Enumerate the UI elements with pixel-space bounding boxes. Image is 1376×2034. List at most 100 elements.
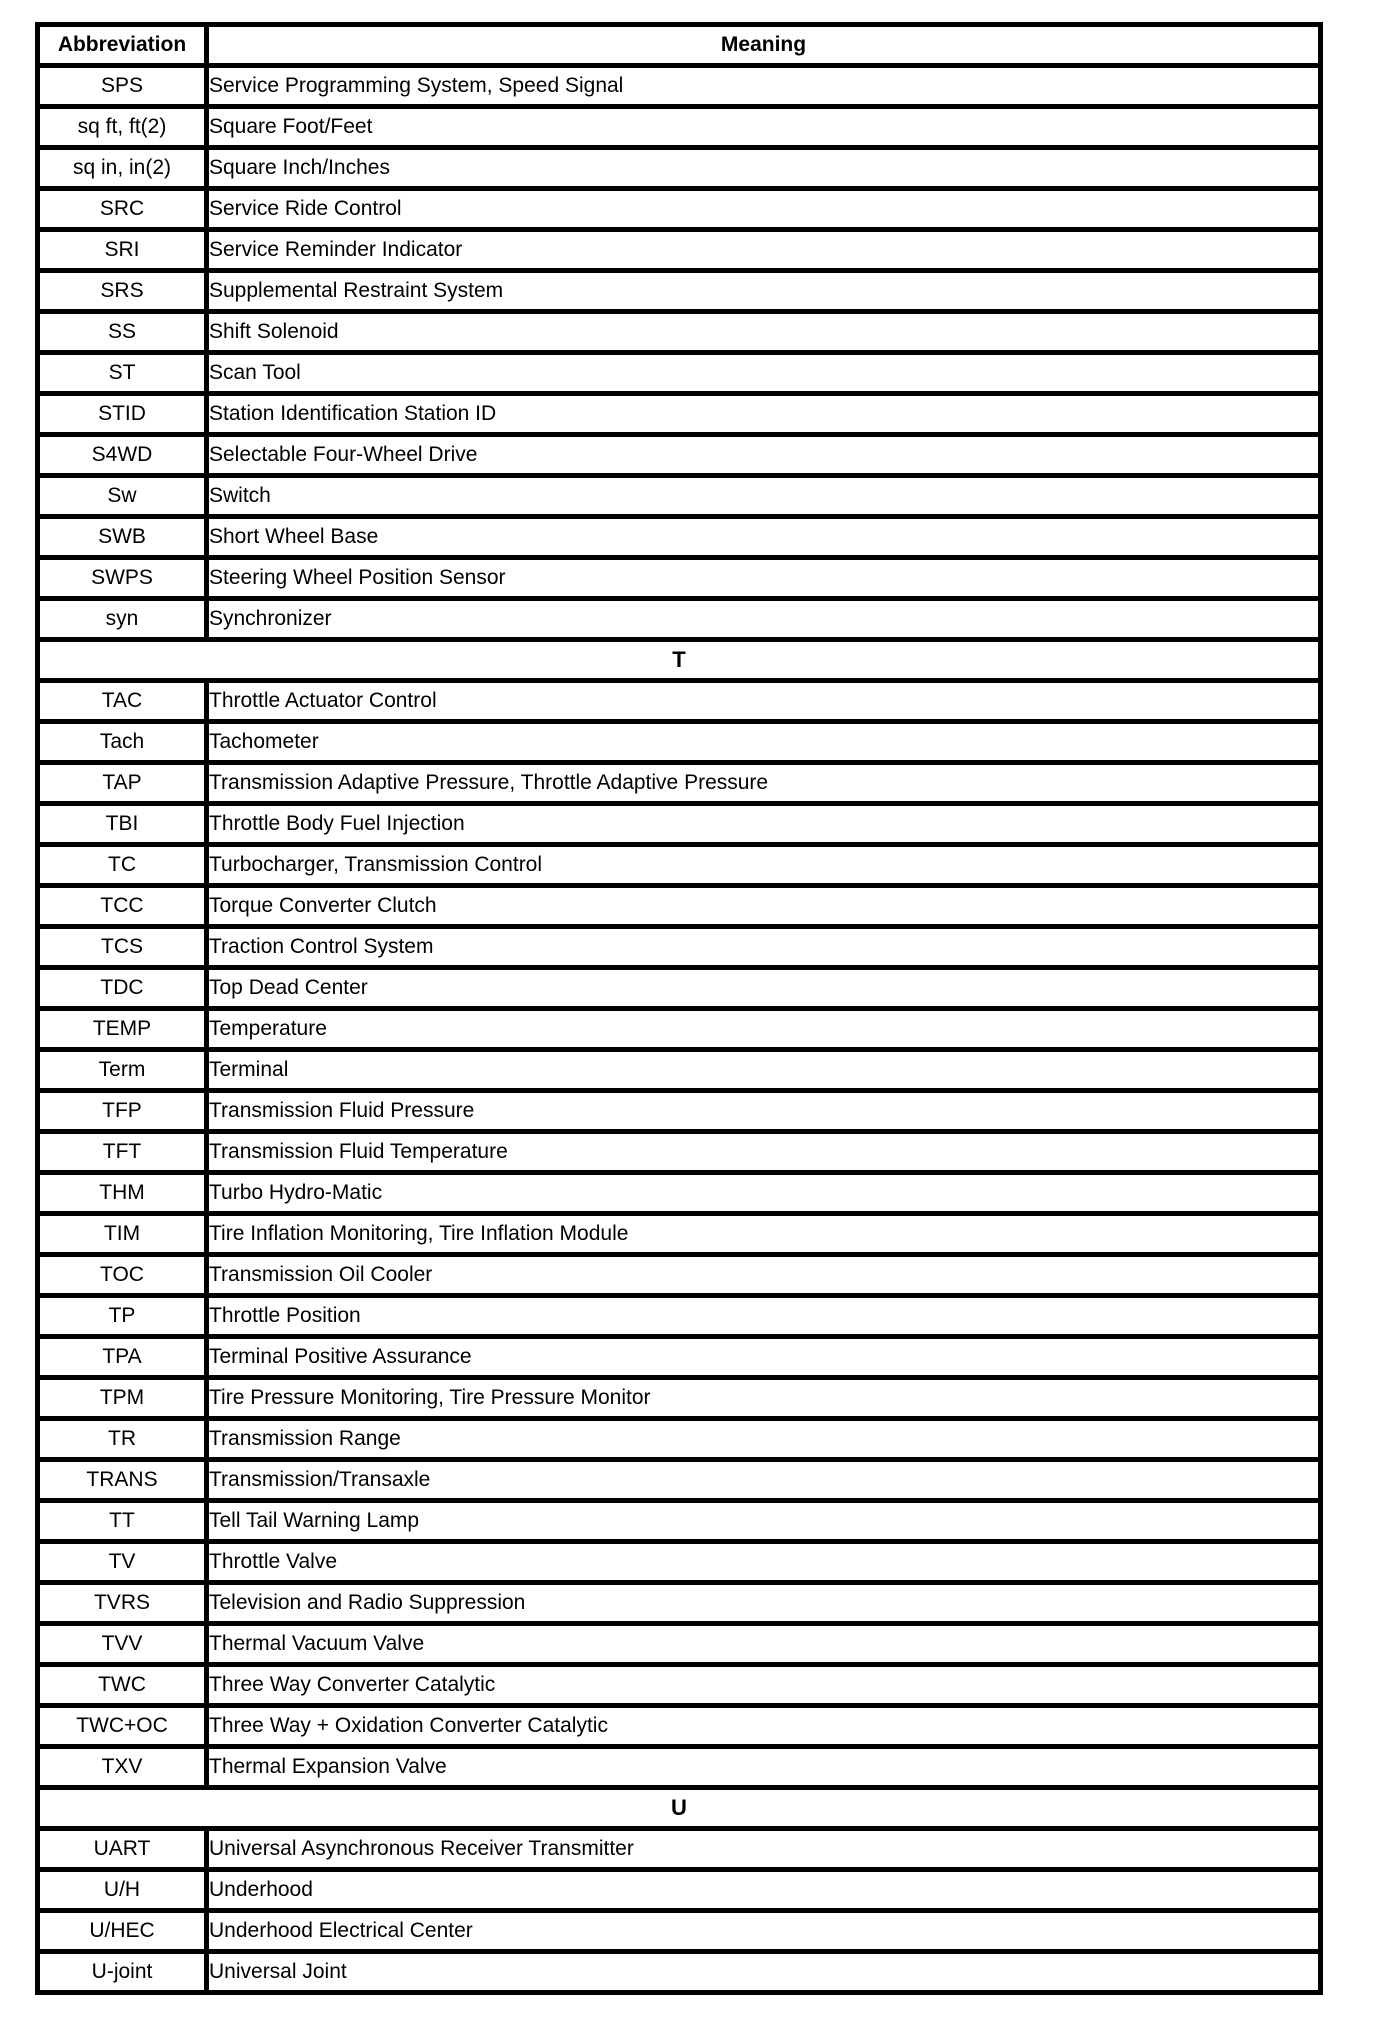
table-row: TXV Thermal Expansion Valve [35, 1744, 1323, 1790]
table-body: SPS Service Programming System, Speed Sig… [35, 63, 1323, 1995]
section-divider-row: T [35, 637, 1323, 683]
meaning-cell: Transmission/Transaxle [204, 1457, 1323, 1503]
meaning-cell: Supplemental Restraint System [204, 268, 1323, 314]
meaning-cell: Throttle Position [204, 1293, 1323, 1339]
table-row: TBI Throttle Body Fuel Injection [35, 801, 1323, 847]
table-row: TV Throttle Valve [35, 1539, 1323, 1585]
meaning-cell: Underhood [204, 1867, 1323, 1913]
table-row: TOC Transmission Oil Cooler [35, 1252, 1323, 1298]
table-row: THM Turbo Hydro-Matic [35, 1170, 1323, 1216]
table-row: syn Synchronizer [35, 596, 1323, 642]
abbreviation-cell: SS [35, 309, 209, 355]
abbreviation-column-header: Abbreviation [35, 22, 209, 68]
table-row: TRANS Transmission/Transaxle [35, 1457, 1323, 1503]
abbreviation-cell: TDC [35, 965, 209, 1011]
meaning-cell: Switch [204, 473, 1323, 519]
table-row: TR Transmission Range [35, 1416, 1323, 1462]
section-letter: T [35, 637, 1323, 683]
abbreviation-cell: TEMP [35, 1006, 209, 1052]
table-row: SRC Service Ride Control [35, 186, 1323, 232]
table-row: UART Universal Asynchronous Receiver Tran… [35, 1826, 1323, 1872]
table-row: TCC Torque Converter Clutch [35, 883, 1323, 929]
meaning-column-header: Meaning [204, 22, 1323, 68]
abbreviation-cell: Term [35, 1047, 209, 1093]
abbreviation-cell: TPA [35, 1334, 209, 1380]
meaning-cell: Universal Asynchronous Receiver Transmit… [204, 1826, 1323, 1872]
abbreviation-cell: THM [35, 1170, 209, 1216]
abbreviation-cell: UART [35, 1826, 209, 1872]
abbreviation-cell: TBI [35, 801, 209, 847]
abbreviation-cell: U/H [35, 1867, 209, 1913]
abbreviation-cell: TV [35, 1539, 209, 1585]
section-divider-row: U [35, 1785, 1323, 1831]
table-header: Abbreviation Meaning [35, 22, 1323, 68]
meaning-cell: Transmission Range [204, 1416, 1323, 1462]
table-row: Sw Switch [35, 473, 1323, 519]
table-row: TDC Top Dead Center [35, 965, 1323, 1011]
table-row: SWPS Steering Wheel Position Sensor [35, 555, 1323, 601]
table-row: sq ft, ft(2) Square Foot/Feet [35, 104, 1323, 150]
meaning-cell: Tire Inflation Monitoring, Tire Inflatio… [204, 1211, 1323, 1257]
meaning-cell: Transmission Adaptive Pressure, Throttle… [204, 760, 1323, 806]
abbreviation-cell: TOC [35, 1252, 209, 1298]
meaning-cell: Transmission Fluid Pressure [204, 1088, 1323, 1134]
meaning-cell: Square Foot/Feet [204, 104, 1323, 150]
table-row: ST Scan Tool [35, 350, 1323, 396]
abbreviation-cell: TFP [35, 1088, 209, 1134]
table-row: STID Station Identification Station ID [35, 391, 1323, 437]
meaning-cell: Service Reminder Indicator [204, 227, 1323, 273]
table-row: TAP Transmission Adaptive Pressure, Throt… [35, 760, 1323, 806]
meaning-cell: Tachometer [204, 719, 1323, 765]
table-row: SS Shift Solenoid [35, 309, 1323, 355]
meaning-cell: Tell Tail Warning Lamp [204, 1498, 1323, 1544]
abbreviation-cell: SWPS [35, 555, 209, 601]
abbreviation-cell: TPM [35, 1375, 209, 1421]
meaning-cell: Service Ride Control [204, 186, 1323, 232]
meaning-cell: Underhood Electrical Center [204, 1908, 1323, 1954]
meaning-cell: Synchronizer [204, 596, 1323, 642]
abbreviation-cell: TXV [35, 1744, 209, 1790]
table-row: TCS Traction Control System [35, 924, 1323, 970]
table-row: U-joint Universal Joint [35, 1949, 1323, 1995]
abbreviation-cell: TAP [35, 760, 209, 806]
table-row: TVRS Television and Radio Suppression [35, 1580, 1323, 1626]
abbreviation-cell: TCC [35, 883, 209, 929]
abbreviation-cell: ST [35, 350, 209, 396]
abbreviation-cell: U/HEC [35, 1908, 209, 1954]
table-row: Tach Tachometer [35, 719, 1323, 765]
table-row: SPS Service Programming System, Speed Sig… [35, 63, 1323, 109]
meaning-cell: Throttle Actuator Control [204, 678, 1323, 724]
abbreviation-cell: sq ft, ft(2) [35, 104, 209, 150]
abbreviation-cell: Tach [35, 719, 209, 765]
table-row: TP Throttle Position [35, 1293, 1323, 1339]
abbreviation-cell: TWC [35, 1662, 209, 1708]
table-row: TFP Transmission Fluid Pressure [35, 1088, 1323, 1134]
table-row: SRI Service Reminder Indicator [35, 227, 1323, 273]
abbreviation-cell: SRI [35, 227, 209, 273]
meaning-cell: Transmission Oil Cooler [204, 1252, 1323, 1298]
abbreviation-cell: SRC [35, 186, 209, 232]
table-row: TPM Tire Pressure Monitoring, Tire Pressu… [35, 1375, 1323, 1421]
abbreviation-cell: SWB [35, 514, 209, 560]
table-row: TWC Three Way Converter Catalytic [35, 1662, 1323, 1708]
meaning-cell: Throttle Body Fuel Injection [204, 801, 1323, 847]
meaning-cell: Three Way + Oxidation Converter Catalyti… [204, 1703, 1323, 1749]
meaning-cell: Traction Control System [204, 924, 1323, 970]
meaning-cell: Transmission Fluid Temperature [204, 1129, 1323, 1175]
table-row: TFT Transmission Fluid Temperature [35, 1129, 1323, 1175]
meaning-cell: Service Programming System, Speed Signal [204, 63, 1323, 109]
abbreviation-cell: STID [35, 391, 209, 437]
table-row: TEMP Temperature [35, 1006, 1323, 1052]
meaning-cell: Square Inch/Inches [204, 145, 1323, 191]
meaning-cell: Turbo Hydro-Matic [204, 1170, 1323, 1216]
meaning-cell: Selectable Four-Wheel Drive [204, 432, 1323, 478]
meaning-cell: Shift Solenoid [204, 309, 1323, 355]
abbreviation-cell: TT [35, 1498, 209, 1544]
abbreviation-cell: TVV [35, 1621, 209, 1667]
meaning-cell: Station Identification Station ID [204, 391, 1323, 437]
table-row: TIM Tire Inflation Monitoring, Tire Infla… [35, 1211, 1323, 1257]
meaning-cell: Universal Joint [204, 1949, 1323, 1995]
abbreviation-cell: TWC+OC [35, 1703, 209, 1749]
table-row: TC Turbocharger, Transmission Control [35, 842, 1323, 888]
